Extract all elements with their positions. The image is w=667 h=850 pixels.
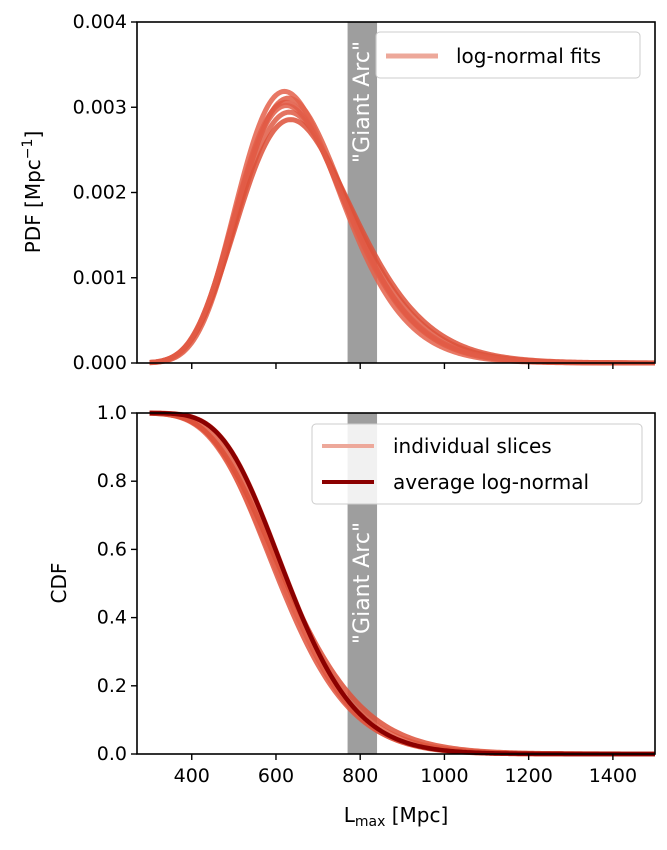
cdf-y-axis-label: CDF bbox=[47, 563, 71, 604]
y-tick-label: 0.004 bbox=[73, 11, 127, 33]
pdf-panel: "Giant Arc" 0.000 0.001 0.002 0.003 0.004 PD… bbox=[20, 11, 656, 374]
slice-line bbox=[149, 95, 656, 366]
y-tick-label: 1.0 bbox=[97, 402, 127, 424]
slice-line bbox=[149, 88, 656, 366]
cdf-legend-box bbox=[311, 423, 643, 505]
x-tick-label: 400 bbox=[174, 765, 210, 787]
x-tick-label: 600 bbox=[258, 765, 294, 787]
y-tick-label: 0.0 bbox=[97, 743, 127, 765]
y-tick-label: 0.4 bbox=[97, 607, 127, 629]
cdf-panel: "Giant Arc" 0.0 0.2 0.4 0.6 0.8 1.0 400 600 800… bbox=[47, 402, 656, 830]
y-tick-label: 0.000 bbox=[73, 352, 127, 374]
y-tick-label: 0.2 bbox=[97, 675, 127, 697]
x-axis-label: Lmax [Mpc] bbox=[344, 803, 449, 830]
pdf-legend: log-normal fits bbox=[375, 31, 641, 79]
giant-arc-band-label: "Giant Arc" bbox=[350, 41, 375, 163]
pdf-series-group bbox=[149, 88, 656, 366]
slice-line bbox=[149, 103, 656, 366]
x-tick-label: 1000 bbox=[420, 765, 468, 787]
y-tick-label: 0.8 bbox=[97, 470, 127, 492]
y-tick-label: 0.6 bbox=[97, 538, 127, 560]
cdf-x-ticks: 400 600 800 1000 1200 1400 bbox=[174, 754, 637, 787]
y-tick-label: 0.002 bbox=[73, 182, 127, 204]
cdf-y-ticks: 0.0 0.2 0.4 0.6 0.8 1.0 bbox=[97, 402, 137, 765]
giant-arc-band: "Giant Arc" bbox=[347, 22, 378, 363]
giant-arc-band-label: "Giant Arc" bbox=[350, 522, 375, 644]
cdf-legend-label: individual slices bbox=[393, 434, 552, 458]
x-tick-label: 800 bbox=[342, 765, 378, 787]
pdf-legend-box bbox=[375, 31, 641, 79]
cdf-axes-frame bbox=[136, 412, 656, 755]
pdf-x-ticks bbox=[191, 363, 614, 369]
cdf-legend-label: average log-normal bbox=[393, 470, 589, 494]
pdf-legend-label: log-normal fits bbox=[456, 44, 601, 68]
y-tick-label: 0.003 bbox=[73, 96, 127, 118]
giant-arc-band-rect bbox=[347, 22, 378, 363]
pdf-y-axis-label: PDF [Mpc−1] bbox=[20, 131, 45, 254]
pdf-y-ticks: 0.000 0.001 0.002 0.003 0.004 bbox=[73, 11, 137, 374]
y-tick-label: 0.001 bbox=[73, 267, 127, 289]
x-tick-label: 1200 bbox=[504, 765, 552, 787]
cdf-legend: individual slices average log-normal bbox=[311, 423, 643, 505]
slice-line bbox=[149, 99, 656, 366]
x-tick-label: 1400 bbox=[589, 765, 637, 787]
